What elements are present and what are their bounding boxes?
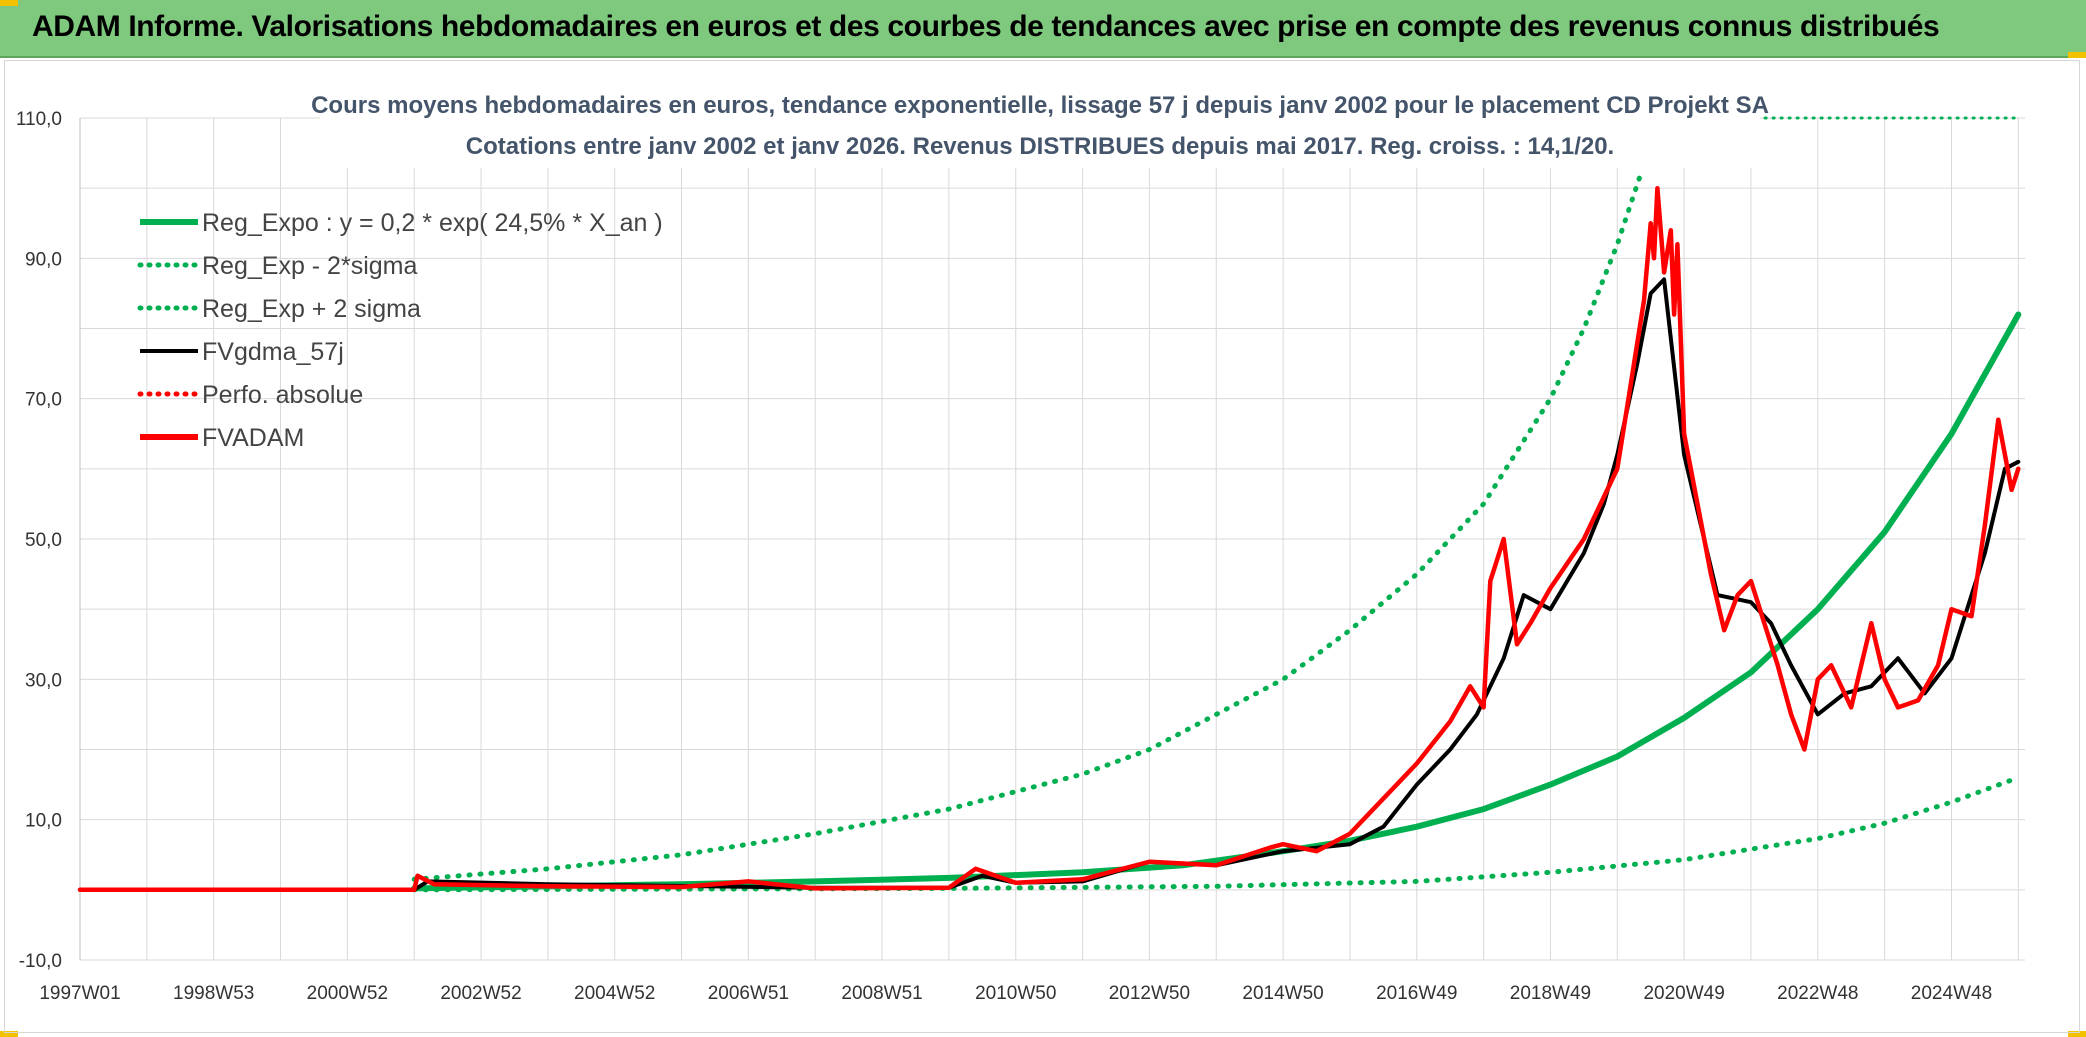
series-layer <box>77 116 2022 893</box>
series-reg-expo <box>411 311 2022 892</box>
x-tick-label: 2000W52 <box>307 983 388 1004</box>
x-axis-ticks: 1997W01 1998W53 2000W52 2002W52 2004W52 2006W… <box>39 983 1992 1004</box>
x-tick-label: 2024W48 <box>1911 983 1992 1004</box>
legend-item: Reg_Exp + 2 sigma <box>137 295 421 323</box>
x-tick-label: 2022W48 <box>1777 983 1858 1004</box>
legend-label: Reg_Exp + 2 sigma <box>202 295 421 323</box>
gridlines <box>79 117 2025 961</box>
y-tick-label: -10,0 <box>19 951 62 972</box>
legend-item: Perfo. absolue <box>137 381 363 409</box>
chart-area-border <box>4 60 2080 1033</box>
x-tick-label: 2016W49 <box>1376 983 1457 1004</box>
y-tick-label: 110,0 <box>16 109 62 130</box>
x-tick-label: 2020W49 <box>1643 983 1724 1004</box>
x-tick-label: 2006W51 <box>708 983 789 1004</box>
legend-label: Perfo. absolue <box>202 381 363 409</box>
legend-label: FVADAM <box>202 424 304 452</box>
x-tick-label: 2008W51 <box>841 983 922 1004</box>
chart-title: Cours moyens hebdomadaires en euros, ten… <box>311 92 1769 119</box>
corner-marker-bottom-left <box>0 1031 18 1037</box>
y-tick-label: 70,0 <box>25 390 62 411</box>
series-fvgdma-57j <box>78 277 2021 892</box>
x-tick-label: 1998W53 <box>173 983 254 1004</box>
title-background <box>320 82 1760 168</box>
corner-marker-bottom-right <box>2068 1031 2086 1037</box>
y-tick-label: 30,0 <box>25 670 62 691</box>
y-tick-label: 90,0 <box>25 249 62 270</box>
legend-item: Reg_Exp - 2*sigma <box>137 252 417 280</box>
legend: Reg_Expo : y = 0,2 * exp( 24,5% * X_an )… <box>137 209 663 452</box>
x-tick-label: 2012W50 <box>1109 983 1190 1004</box>
legend-label: Reg_Exp - 2*sigma <box>202 252 417 280</box>
report-title: ADAM Informe. Valorisations hebdomadaire… <box>32 10 1940 43</box>
legend-item: Reg_Expo : y = 0,2 * exp( 24,5% * X_an ) <box>140 209 663 237</box>
y-axis-ticks: 110,0 90,0 70,0 50,0 30,0 10,0 -10,0 <box>16 109 62 972</box>
x-tick-label: 2014W50 <box>1242 983 1323 1004</box>
y-tick-label: 10,0 <box>25 811 62 832</box>
x-tick-label: 2002W52 <box>440 983 521 1004</box>
legend-label: FVgdma_57j <box>202 338 344 366</box>
series-fvadam <box>77 185 2021 893</box>
corner-marker-right <box>2068 52 2086 58</box>
legend-label: Reg_Expo : y = 0,2 * exp( 24,5% * X_an ) <box>202 209 663 237</box>
x-tick-label: 2010W50 <box>975 983 1056 1004</box>
x-tick-label: 2018W49 <box>1510 983 1591 1004</box>
corner-marker-left <box>0 0 18 6</box>
y-tick-label: 50,0 <box>25 530 62 551</box>
series-reg-exp-2-sigma <box>411 775 2021 893</box>
x-tick-label: 1997W01 <box>39 983 120 1004</box>
chart-subtitle: Cotations entre janv 2002 et janv 2026. … <box>466 133 1614 160</box>
legend-item: FVADAM <box>140 424 304 452</box>
series-reg-exp-2-sigma <box>411 171 1644 882</box>
report-header: ADAM Informe. Valorisations hebdomadaire… <box>0 0 2086 58</box>
legend-item: FVgdma_57j <box>140 338 344 366</box>
x-tick-label: 2004W52 <box>574 983 655 1004</box>
